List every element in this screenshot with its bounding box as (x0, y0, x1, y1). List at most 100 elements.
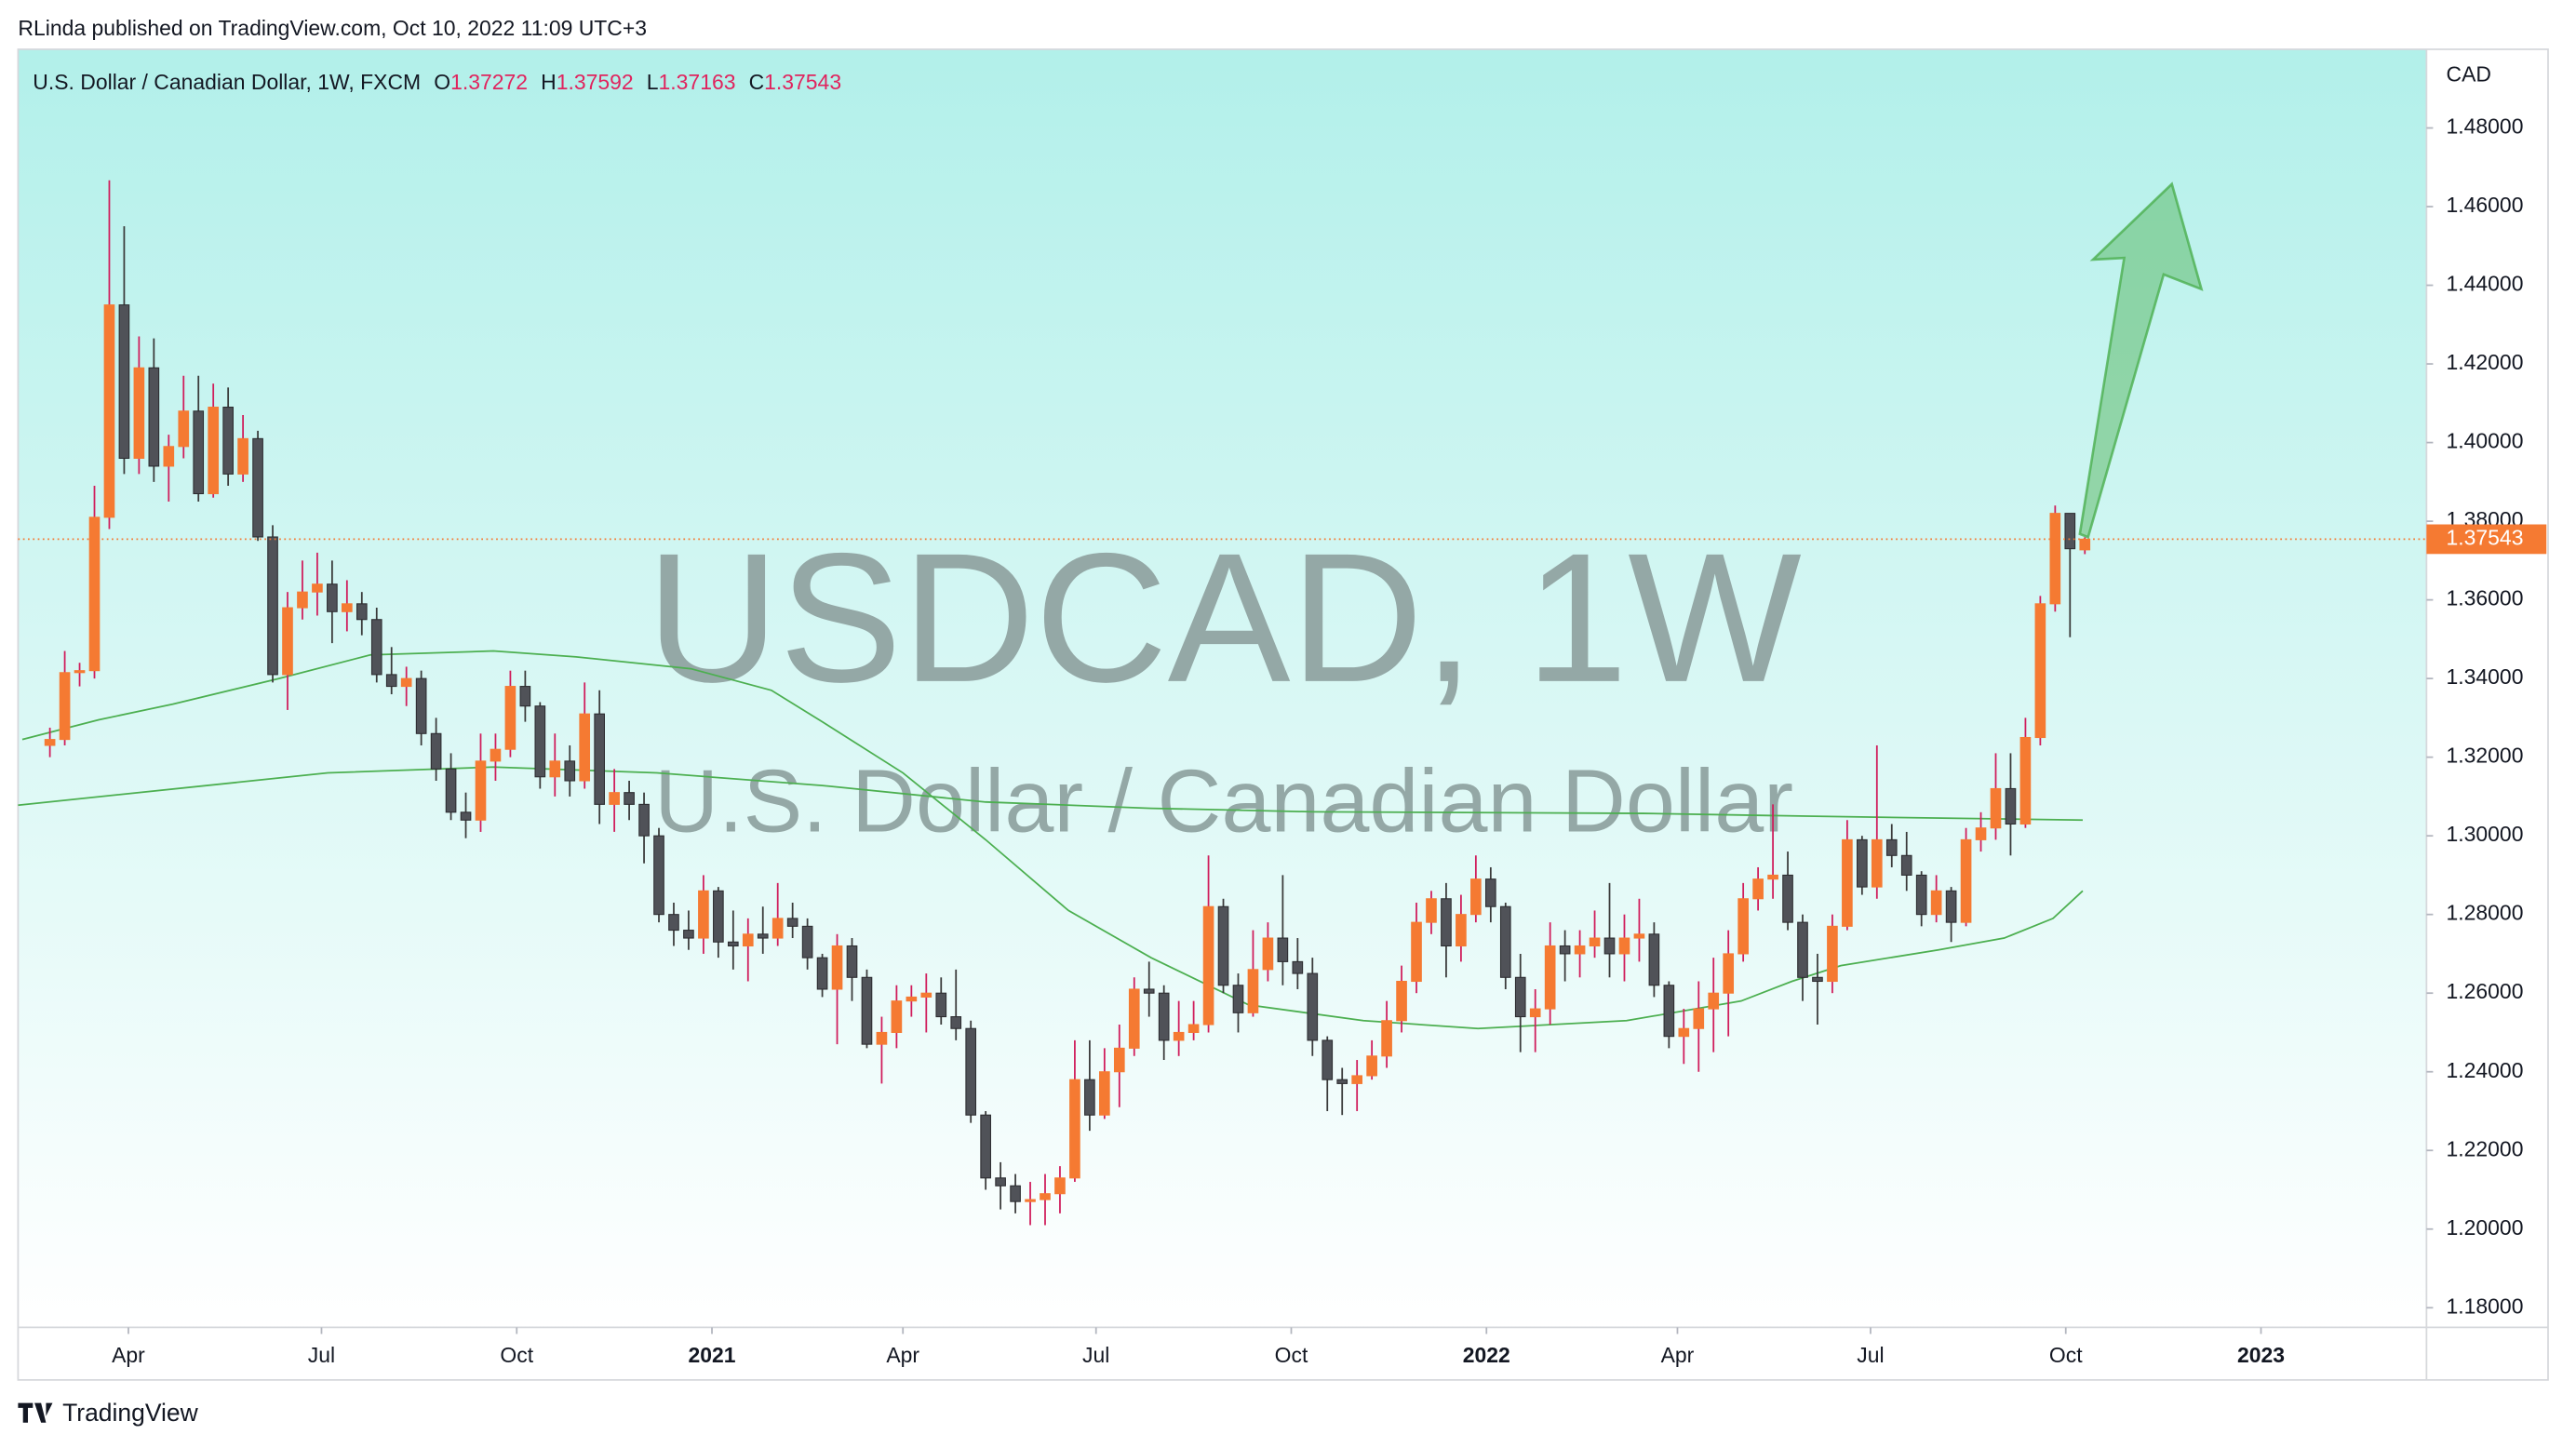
candle-body (1322, 1039, 1334, 1080)
candle-body (1351, 1075, 1363, 1084)
candle-body (415, 677, 427, 734)
candle-body (965, 1027, 977, 1116)
y-tick-label: 1.20000 (2447, 1215, 2524, 1240)
candle-body (579, 713, 591, 782)
candle-body (876, 1031, 888, 1045)
candle-body (44, 739, 56, 746)
logo-text: TradingView (62, 1399, 199, 1427)
candle-body (861, 976, 873, 1045)
y-tick-label: 1.34000 (2447, 664, 2524, 689)
candle-body (1158, 992, 1170, 1041)
candle-body (148, 367, 160, 467)
candle-body (683, 930, 694, 939)
candle-body (118, 304, 130, 460)
candle-body (1990, 787, 2002, 829)
candle-body (1767, 874, 1778, 880)
candle-body (1529, 1008, 1541, 1018)
candle-body (2019, 736, 2032, 825)
x-tick-label: 2021 (689, 1343, 736, 1367)
candle-body (460, 811, 472, 821)
candle-body (1574, 945, 1586, 955)
legend-letter: H (541, 70, 557, 94)
candle-body (133, 367, 145, 460)
candle-body (59, 672, 71, 741)
candle-body (1411, 921, 1422, 983)
legend-letter: L (647, 70, 659, 94)
candle-body (1603, 937, 1616, 955)
candle-body (786, 918, 798, 927)
y-tick-label: 1.44000 (2447, 272, 2524, 296)
plot (18, 180, 2427, 1226)
candle-body (1871, 838, 1883, 888)
candle-body (1292, 960, 1304, 974)
y-tick-label: 1.32000 (2447, 744, 2524, 768)
x-tick-label: 2022 (1463, 1343, 1510, 1367)
y-tick-label: 1.46000 (2447, 193, 2524, 217)
watermark-name: U.S. Dollar / Canadian Dollar (654, 753, 1793, 851)
legend-low: 1.37163 (659, 70, 736, 94)
y-tick-label: 1.42000 (2447, 350, 2524, 374)
x-tick-label: 2023 (2237, 1343, 2285, 1367)
candle-body (252, 437, 263, 538)
x-tick-label: Apr (112, 1343, 145, 1367)
y-tick-label: 1.26000 (2447, 979, 2524, 1003)
candle-body (846, 945, 858, 978)
candle-body (1544, 945, 1556, 1010)
candle-body (1099, 1071, 1110, 1116)
x-tick-label: Oct (500, 1343, 533, 1367)
candle-body (445, 768, 457, 813)
candle-body (950, 1016, 962, 1029)
candle-body (1084, 1079, 1095, 1116)
candle-body (609, 792, 620, 805)
candle-body (385, 674, 397, 688)
candle-body (222, 407, 234, 475)
candle-body (2005, 787, 2017, 825)
candle-body (2034, 603, 2046, 739)
candle-body (1827, 925, 1838, 983)
candle-body (1025, 1199, 1036, 1202)
candle-body (1648, 933, 1660, 986)
legend-letter: C (749, 70, 765, 94)
candle-body (163, 446, 175, 467)
candle-body (1960, 838, 1972, 923)
candle-body (757, 933, 769, 939)
candle-body (1885, 838, 1898, 856)
candle-body (430, 732, 442, 770)
candle-body (519, 686, 531, 707)
candle-body (1396, 980, 1407, 1022)
candle-body (995, 1177, 1006, 1187)
candle-body (297, 591, 308, 609)
moving-average (21, 650, 2084, 1030)
legend-close: 1.37543 (764, 70, 841, 94)
legend-high: 1.37592 (557, 70, 634, 94)
y-tick-label: 1.40000 (2447, 429, 2524, 453)
candle-body (534, 705, 546, 778)
y-tick-label: 1.24000 (2447, 1058, 2524, 1082)
candle-body (1247, 969, 1259, 1013)
x-tick-label: Jul (1082, 1343, 1109, 1367)
candle-body (88, 516, 101, 672)
candle-body (267, 536, 278, 676)
candle-body (920, 992, 932, 998)
x-tick-label: Jul (308, 1343, 335, 1367)
candle-body (1232, 985, 1244, 1013)
x-tick-label: Apr (1661, 1343, 1695, 1367)
legend-open: 1.37272 (450, 70, 528, 94)
y-tick-label: 1.30000 (2447, 822, 2524, 846)
y-tick-label: 1.22000 (2447, 1136, 2524, 1160)
candle-body (1470, 878, 1482, 916)
candle-body (342, 603, 353, 612)
candle-body (1262, 937, 1274, 971)
candle-body (1040, 1193, 1051, 1200)
candle-body (356, 603, 368, 621)
candle-body (1499, 905, 1511, 978)
candle-body (1618, 937, 1630, 955)
candle-body (208, 407, 220, 495)
candle-body (1678, 1027, 1690, 1038)
candle-body (1336, 1079, 1348, 1084)
candle-body (490, 748, 502, 762)
candle-body (713, 890, 724, 943)
logo-mark (18, 1402, 53, 1423)
candle-body (1173, 1031, 1185, 1041)
